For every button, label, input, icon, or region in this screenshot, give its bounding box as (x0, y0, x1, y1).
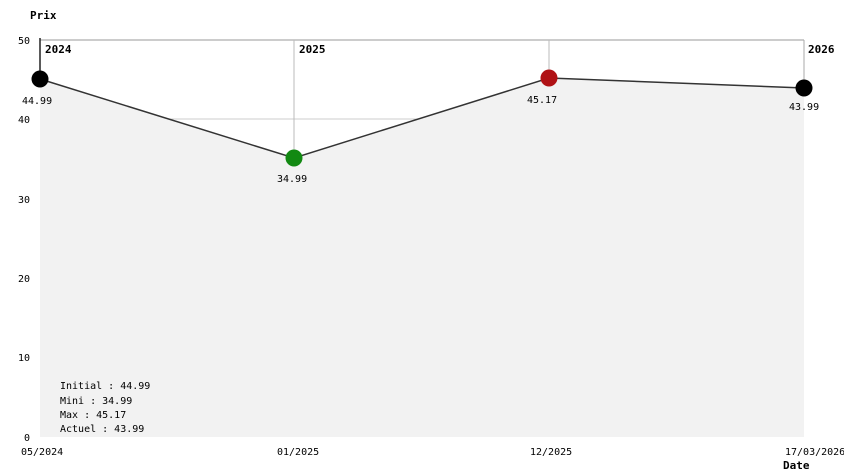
x-tick-17-03-2026: 17/03/2026 (785, 447, 844, 458)
point-label-max: 45.17 (527, 95, 557, 106)
x-axis-title: Date (783, 459, 810, 472)
year-label-2024: 2024 (45, 43, 72, 56)
legend: Initial : 44.99 Mini : 34.99 Max : 45.17… (60, 381, 150, 435)
point-mini (285, 149, 303, 167)
year-label-2026: 2026 (808, 43, 835, 56)
legend-mini: Mini : 34.99 (60, 396, 132, 407)
legend-max: Max : 45.17 (60, 410, 126, 421)
point-initial (31, 70, 49, 88)
y-tick-20: 20 (18, 274, 30, 285)
y-tick-50: 50 (18, 36, 30, 47)
y-tick-0: 0 (24, 433, 30, 444)
legend-actuel: Actuel : 43.99 (60, 424, 144, 435)
y-axis-ticks: 50 40 30 20 10 0 (18, 36, 30, 444)
data-points (31, 69, 813, 167)
point-label-mini: 34.99 (277, 174, 307, 185)
y-axis-title: Prix (30, 9, 57, 22)
x-tick-05-2024: 05/2024 (21, 447, 63, 458)
y-tick-10: 10 (18, 353, 30, 364)
point-actuel (795, 79, 813, 97)
point-label-initial: 44.99 (22, 96, 52, 107)
point-max (540, 69, 558, 87)
y-tick-30: 30 (18, 195, 30, 206)
legend-initial: Initial : 44.99 (60, 381, 150, 392)
year-labels: 2024 2025 2026 (45, 43, 835, 56)
area-fill (40, 78, 804, 437)
x-axis-ticks: 05/2024 01/2025 12/2025 17/03/2026 (21, 447, 844, 458)
y-tick-40: 40 (18, 115, 30, 126)
x-tick-01-2025: 01/2025 (277, 447, 319, 458)
point-label-actuel: 43.99 (789, 102, 819, 113)
x-tick-12-2025: 12/2025 (530, 447, 572, 458)
point-labels: 44.99 34.99 45.17 43.99 (22, 95, 819, 185)
price-line (39, 77, 805, 159)
year-label-2025: 2025 (299, 43, 326, 56)
